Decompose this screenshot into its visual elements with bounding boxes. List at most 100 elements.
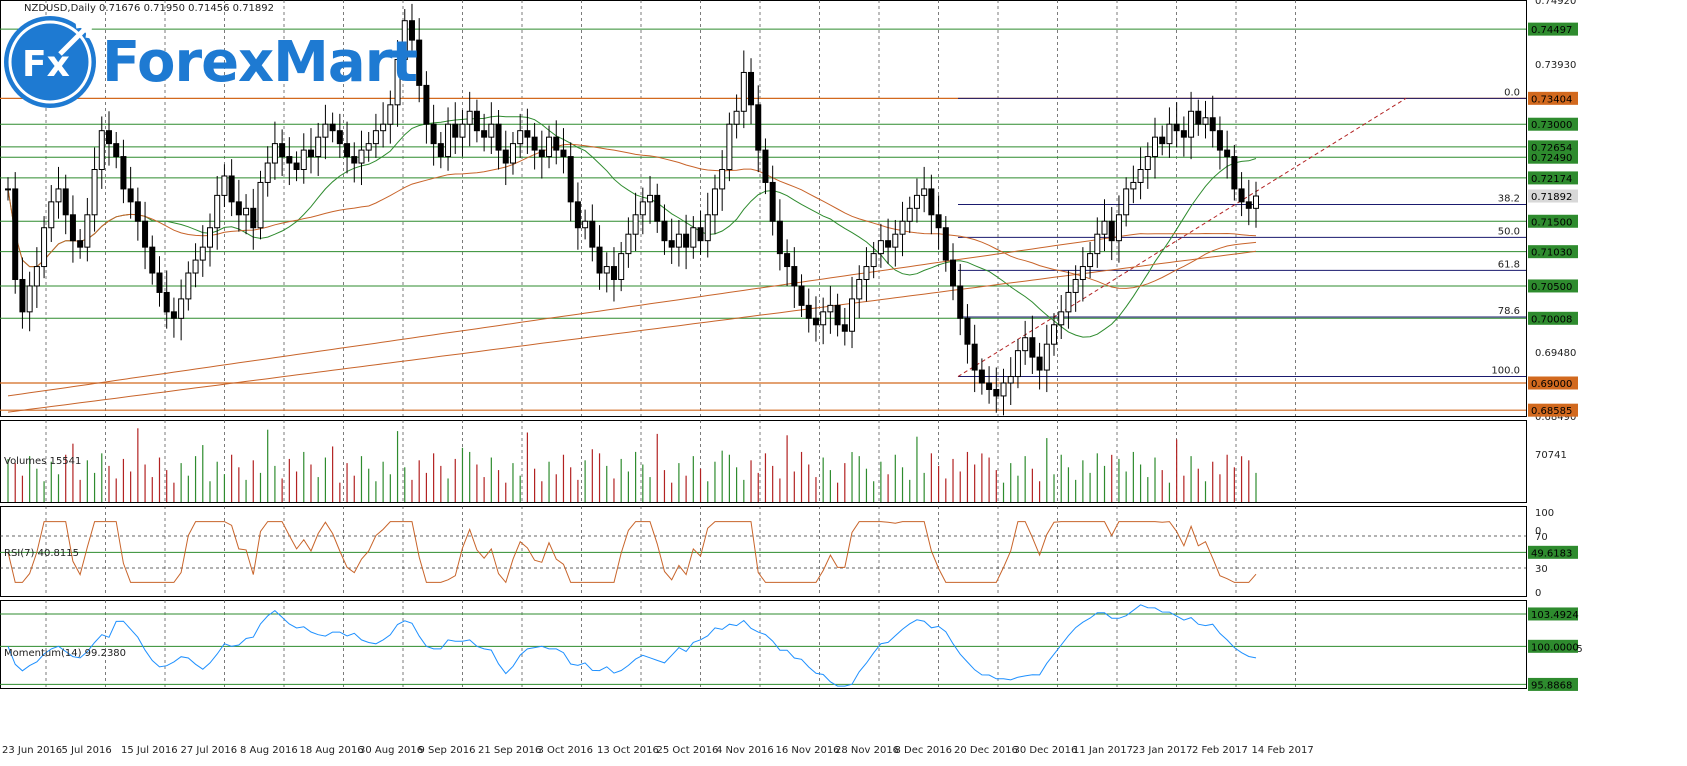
candle-body	[286, 156, 293, 164]
price-tag: 0.72654	[1531, 143, 1572, 154]
candle-body	[885, 240, 892, 248]
candle-body	[1253, 195, 1259, 209]
candle-body	[113, 143, 120, 158]
candle-body	[509, 143, 516, 164]
candle-body	[19, 278, 26, 313]
panel-frame	[0, 0, 1527, 417]
candle-body	[423, 84, 430, 125]
price-tag: 0.71892	[1531, 192, 1572, 203]
rsi-level-label: 30	[1535, 564, 1548, 575]
candle-body	[1216, 130, 1223, 151]
price-tag-bg	[1528, 279, 1578, 293]
y-tick-label: 0.68490	[1535, 412, 1576, 423]
candle-body	[1159, 136, 1166, 145]
y-tick-label: 0.69480	[1535, 348, 1576, 359]
candle-body	[199, 246, 206, 261]
candle-body	[647, 194, 654, 203]
x-tick-label: 30 Dec 2016	[1014, 745, 1078, 756]
candle-body	[257, 181, 264, 229]
candle-body	[1007, 376, 1014, 384]
rsi-value-tag: 49.6183	[1531, 548, 1572, 559]
fib-level-label: 50.0	[1498, 226, 1520, 237]
candle-body	[1231, 156, 1238, 190]
candle-body	[524, 130, 531, 138]
candle-body	[892, 233, 899, 248]
grid-layer	[0, 0, 1527, 689]
x-tick-label: 23 Jun 2016	[2, 745, 62, 756]
candle-body	[445, 123, 452, 158]
ma-100-line	[7, 232, 1257, 397]
levels-layer	[0, 28, 1526, 411]
ma-200-line	[7, 250, 1257, 413]
candle-body	[877, 240, 884, 255]
candle-body	[834, 304, 841, 326]
x-tick-label: 15 Jul 2016	[121, 745, 178, 756]
candles-layer	[5, 3, 1259, 416]
x-tick-label: 11 Jan 2017	[1073, 745, 1133, 756]
x-tick-label: 8 Aug 2016	[240, 745, 298, 756]
candle-body	[264, 162, 271, 183]
candle-body	[48, 201, 55, 229]
x-tick-label: 30 Aug 2016	[359, 745, 423, 756]
price-tag: 0.73000	[1531, 120, 1572, 131]
candle-body	[1224, 149, 1231, 158]
candle-body	[1166, 123, 1173, 145]
candle-body	[704, 214, 711, 242]
candle-body	[906, 207, 913, 222]
candle-body	[856, 278, 863, 300]
candle-body	[473, 110, 480, 132]
candle-body	[380, 123, 387, 132]
candle-body	[603, 266, 610, 274]
candle-body	[805, 304, 812, 319]
candle-body	[517, 130, 524, 145]
candle-body	[358, 149, 365, 164]
x-tick-label: 25 Oct 2016	[657, 745, 719, 756]
candle-body	[408, 20, 415, 41]
candle-body	[870, 253, 877, 268]
candle-body	[185, 272, 192, 300]
candle-body	[1123, 188, 1130, 216]
forexmart-logo: Fx ForexMart	[2, 14, 418, 110]
candle-body	[740, 71, 747, 112]
candle-body	[459, 123, 466, 138]
price-tag: 0.70500	[1531, 282, 1572, 293]
candle-body	[351, 156, 358, 164]
x-tick-label: 3 Oct 2016	[538, 745, 593, 756]
candle-body	[1087, 253, 1094, 268]
rsi-level-label: 100	[1535, 508, 1554, 519]
candle-body	[1180, 130, 1187, 138]
candle-body	[726, 123, 733, 171]
candle-body	[1202, 117, 1209, 125]
candle-body	[1036, 356, 1043, 371]
candle-body	[69, 214, 76, 242]
candle-body	[315, 136, 322, 158]
candle-body	[452, 123, 459, 138]
price-tag: 0.71500	[1531, 217, 1572, 228]
volume-label: Volumes 15541	[4, 456, 81, 467]
candle-body	[986, 382, 993, 390]
candle-body	[560, 149, 567, 158]
candle-body	[841, 324, 848, 332]
candle-body	[596, 246, 603, 274]
candle-body	[163, 291, 170, 313]
y-tick-label: 0.73930	[1535, 60, 1576, 71]
candle-body	[1115, 214, 1122, 242]
candle-body	[12, 188, 19, 280]
price-tag-bg	[1528, 376, 1578, 390]
candle-body	[26, 285, 33, 313]
candle-body	[372, 130, 379, 145]
rsi-label: RSI(7) 40.8115	[4, 548, 79, 559]
candle-body	[827, 304, 834, 313]
candle-body	[1108, 220, 1115, 242]
candle-body	[950, 259, 957, 287]
candle-body	[416, 39, 423, 86]
forexmart-logo-icon: Fx	[4, 16, 96, 108]
candle-body	[192, 259, 199, 274]
candle-body	[1094, 233, 1101, 255]
candle-body	[488, 123, 495, 138]
price-tag: 0.73404	[1531, 94, 1572, 105]
candle-body	[279, 143, 286, 158]
rsi-level-label: 70	[1535, 532, 1548, 543]
candle-body	[784, 253, 791, 268]
